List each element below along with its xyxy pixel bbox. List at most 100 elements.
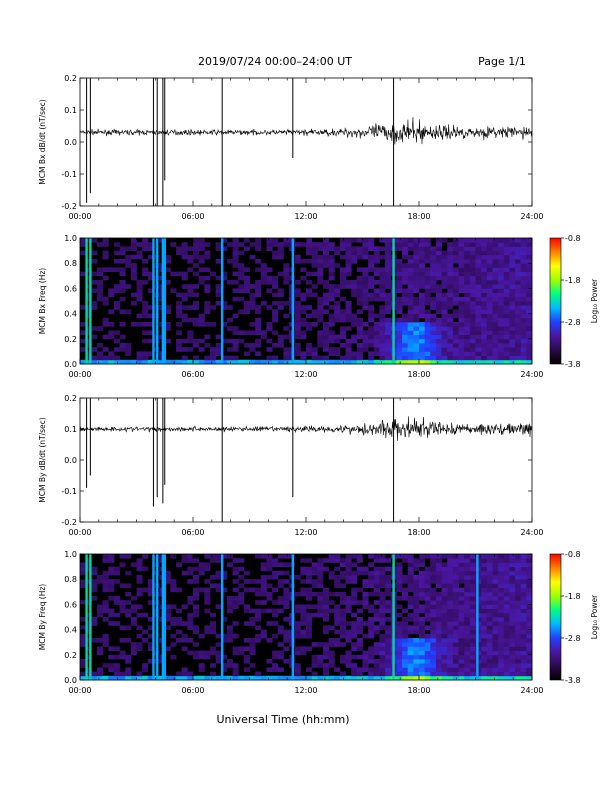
spectrogram-cell [396, 633, 403, 639]
spectrogram-cell [481, 330, 488, 335]
spectrogram-cell [498, 263, 505, 268]
spectrogram-cell [187, 621, 194, 626]
spectrogram-cell [509, 267, 516, 272]
spectrogram-cell [215, 288, 222, 293]
spectrogram-cell [379, 322, 386, 327]
spectrogram-cell [232, 254, 239, 260]
spectrogram-cell [113, 338, 120, 344]
spectrogram-cell [260, 566, 267, 572]
spectrogram-cell [498, 267, 505, 272]
spectrogram-cell [385, 326, 392, 331]
spectrogram-cell [441, 587, 448, 593]
spectrogram-cell [419, 625, 426, 630]
spectrogram-cell [215, 570, 222, 576]
spectrogram-cell [435, 267, 442, 272]
spectrogram-cell [402, 596, 409, 601]
spectrogram-cell [424, 596, 431, 601]
spectrogram-cell [283, 554, 290, 559]
spectrogram-cell [130, 242, 137, 247]
spectrogram-cell [215, 583, 222, 588]
spectrogram-cell [322, 254, 329, 260]
spectrogram-cell [486, 583, 493, 588]
spectrogram-cell [317, 654, 324, 660]
spectrogram-cell [492, 317, 499, 323]
spectrogram-cell [277, 292, 284, 298]
spectrogram-cell [515, 322, 522, 327]
spectrogram-cell [498, 250, 505, 256]
spectrogram-cell [515, 343, 522, 348]
spectrogram-cell [458, 334, 465, 340]
burst-7 [220, 238, 224, 364]
spectrogram-cell [503, 326, 510, 331]
spectrogram-cell [385, 275, 392, 281]
spectrogram-cell [486, 659, 493, 664]
spectrogram-cell [492, 246, 499, 251]
spectrogram-cell [435, 275, 442, 281]
spectrogram-cell [277, 359, 284, 365]
spectrogram-cell [475, 271, 482, 277]
x-tick-label: 06:00 [181, 686, 204, 695]
spectrogram-cell [339, 633, 346, 639]
spectrogram-cell [96, 271, 103, 277]
spectrogram-cell [475, 334, 482, 340]
spectrogram-cell [96, 351, 103, 356]
spectrogram-cell [362, 566, 369, 572]
spectrogram-cell [91, 671, 98, 677]
spectrogram-cell [334, 246, 341, 251]
spectrogram-cell [108, 579, 115, 584]
spectrogram-cell [481, 671, 488, 677]
spectrogram-cell [232, 359, 239, 365]
spectrogram-cell [430, 322, 437, 327]
spectrogram-cell [441, 305, 448, 310]
spectrogram-cell [452, 359, 459, 365]
spectrogram-cell [339, 271, 346, 277]
spectrogram-cell [339, 654, 346, 660]
spectrogram-cell [226, 663, 233, 668]
spectrogram-cell [452, 296, 459, 302]
spectrogram-cell [334, 558, 341, 563]
spectrogram-cell [515, 313, 522, 319]
spectrogram-cell [322, 238, 329, 243]
spectrogram-cell [170, 633, 177, 639]
spectrogram-cell [492, 254, 499, 260]
spectrogram-cell [520, 663, 527, 668]
spectrogram-cell [402, 621, 409, 626]
spectrogram-cell [407, 663, 414, 668]
spectrogram-cell [322, 292, 329, 298]
spectrogram-cell [334, 575, 341, 580]
spectrogram-cell [243, 646, 250, 651]
spectrogram-cell [255, 608, 262, 614]
spectrogram-cell [402, 654, 409, 660]
y-tick-label: 0.1 [64, 106, 77, 115]
spectrogram-cell [176, 629, 183, 635]
spectrogram-cell [311, 313, 318, 319]
spectrogram-cell [492, 575, 499, 580]
spectrogram-cell [413, 612, 420, 618]
spectrogram-cell [458, 663, 465, 668]
spectrogram-cell [294, 633, 301, 639]
spectrogram-cell [407, 347, 414, 352]
spectrogram-cell [209, 558, 216, 563]
spectrogram-cell [452, 667, 459, 672]
spectrogram-cell [356, 296, 363, 302]
spectrogram-cell [464, 642, 471, 647]
spectrogram-cell [520, 355, 527, 361]
spectrogram-cell [452, 351, 459, 356]
spectrogram-cell [441, 309, 448, 314]
spectrogram-cell [458, 259, 465, 264]
spectrogram-cell [413, 280, 420, 285]
spectrogram-cell [164, 612, 171, 618]
spectrogram-cell [345, 355, 352, 361]
spectrogram-cell [469, 612, 476, 618]
spectrogram-cell [481, 309, 488, 314]
spectrogram-cell [272, 250, 279, 256]
spectrogram-cell [486, 587, 493, 593]
spectrogram-cell [283, 579, 290, 584]
spectrogram-cell [164, 675, 171, 681]
spectrogram-cell [435, 650, 442, 656]
spectrogram-cell [520, 671, 527, 677]
spectrogram-cell [317, 317, 324, 323]
spectrogram-cell [260, 629, 267, 635]
spectrogram-cell [520, 275, 527, 281]
y-axis-label: MCM Bx Freq (Hz) [38, 268, 47, 334]
